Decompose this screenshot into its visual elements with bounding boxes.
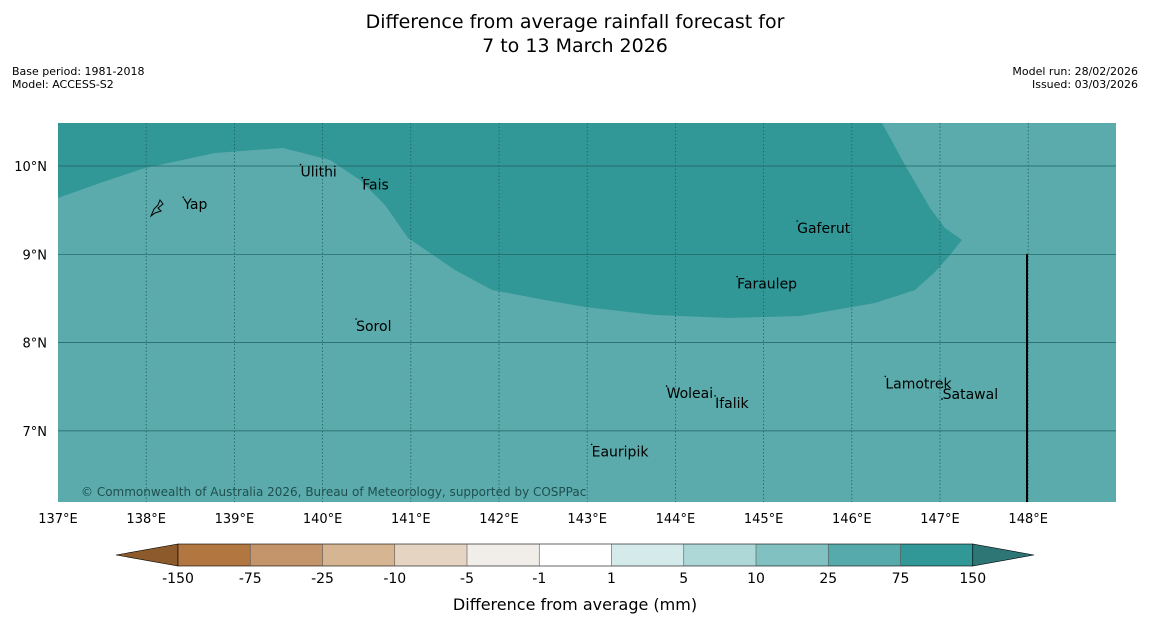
place-label: Satawal <box>943 387 998 403</box>
place-label: Eauripik <box>592 444 650 460</box>
place-marker <box>665 385 668 387</box>
issued-date: Issued: 03/03/2026 <box>1031 78 1138 91</box>
longitude-label: 144°E <box>656 512 696 527</box>
place-marker <box>714 395 716 397</box>
colorbar-tick-label: 10 <box>747 571 765 587</box>
meta-info-right: Model run: 28/02/2026 Issued: 03/03/2026 <box>1012 65 1138 91</box>
model-name: Model: ACCESS-S2 <box>12 78 114 91</box>
title-line-1: Difference from average rainfall forecas… <box>365 11 785 33</box>
colorbar-tick-label: -10 <box>383 571 406 587</box>
place-label: Woleai <box>667 386 714 402</box>
place-marker <box>355 318 357 320</box>
place-label: Faraulep <box>737 277 797 293</box>
colorbar-tick-label: -150 <box>162 571 194 587</box>
colorbar-segment <box>828 544 901 566</box>
longitude-label: 142°E <box>479 512 519 527</box>
colorbar-low-arrow <box>115 543 179 567</box>
place-label: Yap <box>182 197 207 213</box>
place-label: Gaferut <box>797 221 851 237</box>
longitude-label: 140°E <box>303 512 343 527</box>
longitude-labels: 137°E 138°E 139°E 140°E 141°E 142°E 143°E 144°E… <box>38 512 1048 527</box>
longitude-label: 141°E <box>391 512 431 527</box>
colorbar-segment <box>178 544 251 566</box>
colorbar-tick-label: 5 <box>679 571 688 587</box>
longitude-label: 148°E <box>1008 512 1048 527</box>
place-marker <box>884 375 887 378</box>
longitude-label: 143°E <box>567 512 607 527</box>
place-marker <box>796 220 798 222</box>
place-marker <box>590 443 593 446</box>
place-label: Ulithi <box>301 164 337 180</box>
yap-island-outline <box>149 198 164 218</box>
colorbar-tick-label: 75 <box>892 571 910 587</box>
longitude-label: 146°E <box>832 512 872 527</box>
longitude-label: 137°E <box>38 512 78 527</box>
model-run: Model run: 28/02/2026 <box>1012 65 1138 78</box>
latitude-label: 7°N <box>23 425 48 440</box>
place-label: Fais <box>362 178 389 194</box>
latitude-label: 9°N <box>23 248 48 263</box>
colorbar-high-arrow <box>972 543 1035 567</box>
place-label: Lamotrek <box>885 376 952 392</box>
colorbar-segment <box>394 544 467 566</box>
base-period: Base period: 1981-2018 <box>12 65 145 78</box>
colorbar-tick-label: -5 <box>460 571 474 587</box>
colorbar-segment <box>467 544 540 566</box>
longitude-label: 147°E <box>920 512 960 527</box>
map-title: Difference from average rainfall forecas… <box>0 10 1150 58</box>
longitude-label: 139°E <box>215 512 255 527</box>
colorbar-title: Difference from average (mm) <box>453 595 697 614</box>
colorbar-segment <box>539 544 612 566</box>
colorbar-segment <box>756 544 829 566</box>
place-marker <box>736 275 738 278</box>
place-labels: Yap Ulithi Fais Gaferut Faraulep Sorol WoleaiI… <box>182 163 998 460</box>
place-label: Sorol <box>356 319 391 335</box>
colorbar-tick-label: 150 <box>959 571 986 587</box>
colorbar-segment <box>611 544 684 566</box>
place-marker <box>941 386 944 388</box>
colorbar-tick-label: 25 <box>819 571 837 587</box>
colorbar-tick-label: -25 <box>311 571 334 587</box>
longitude-label: 138°E <box>126 512 166 527</box>
colorbar-segment <box>250 544 323 566</box>
colorbar-tick-label: 1 <box>607 571 616 587</box>
colorbar: -150 -75 -25 -10 -5 -1 1 5 10 25 75 150 <box>115 543 1035 587</box>
colorbar-segment <box>322 544 395 566</box>
colorbar-tick-label: -75 <box>239 571 262 587</box>
copyright-notice: © Commonwealth of Australia 2026, Bureau… <box>81 485 586 499</box>
latitude-labels: 10°N 9°N 8°N 7°N <box>14 160 47 440</box>
place-label: Ifalik <box>715 396 749 412</box>
place-marker <box>182 196 185 198</box>
map-field-band-75-150 <box>58 123 962 318</box>
colorbar-segment <box>900 544 973 566</box>
longitude-label: 145°E <box>744 512 784 527</box>
islet-marker <box>941 398 943 400</box>
colorbar-segment <box>683 544 756 566</box>
meta-info-left: Base period: 1981-2018 Model: ACCESS-S2 <box>12 65 144 91</box>
latitude-label: 10°N <box>14 160 47 175</box>
colorbar-tick-label: -1 <box>532 571 546 587</box>
title-line-2: 7 to 13 March 2026 <box>482 35 668 57</box>
colorbar-frame <box>177 543 974 567</box>
place-marker <box>361 176 364 179</box>
place-marker <box>299 163 302 166</box>
latitude-label: 8°N <box>23 337 48 352</box>
graticule <box>58 123 1116 502</box>
